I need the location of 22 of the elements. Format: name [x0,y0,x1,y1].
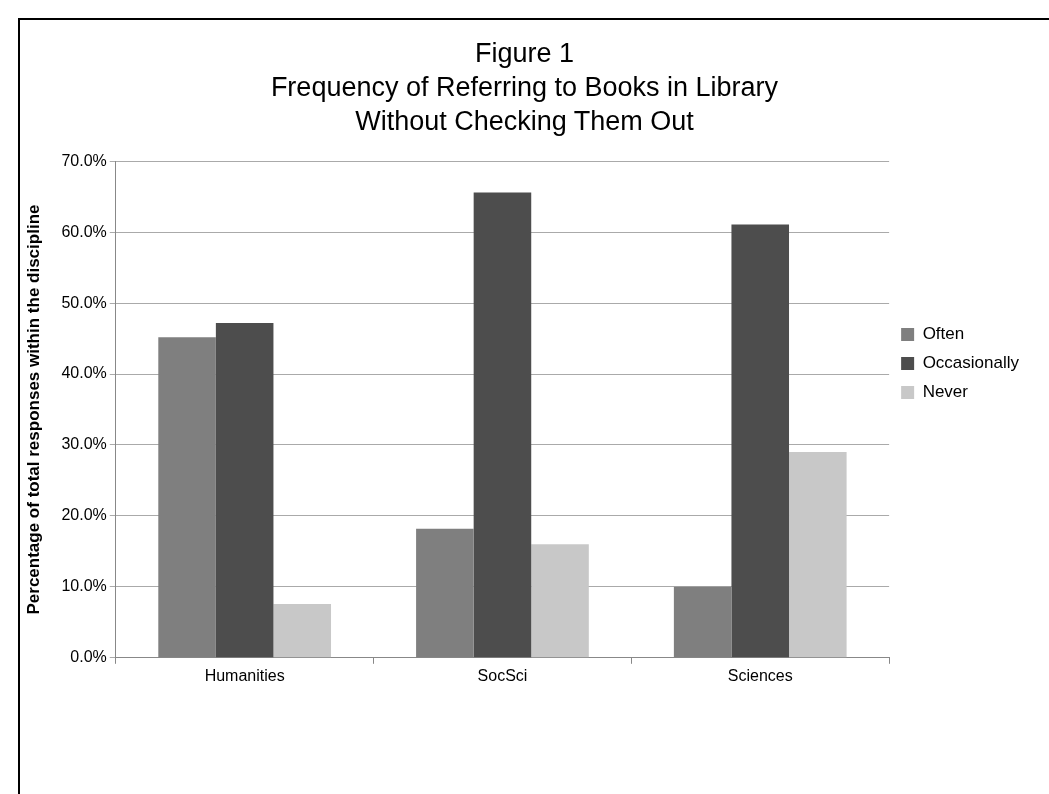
y-tick-label: 50.0% [61,293,107,311]
bar [215,322,274,658]
legend-label: Occasionally [922,353,1020,373]
x-tick-label: Sciences [727,666,793,684]
y-tick-label: 70.0% [61,151,107,169]
bar [531,544,589,658]
y-tick-label: 60.0% [61,222,107,240]
bar [789,452,847,658]
y-tick-label: 30.0% [61,435,107,453]
y-tick-label: 0.0% [70,648,107,666]
bar [731,224,790,658]
y-axis-title: Percentage of total responses within the discipline [23,204,43,615]
x-tick-label: SocSci [477,666,528,684]
bar [473,192,532,658]
legend-label: Often [922,324,965,344]
y-tick-label: 40.0% [61,364,107,382]
chart-title: Figure 1 Frequency of Referring to Books in Library Without Checking Them Out [270,38,779,136]
legend-label: Never [922,382,969,402]
y-tick-label: 20.0% [61,506,107,524]
x-tick-label: Humanities [204,666,285,684]
bar [273,603,332,658]
y-tick-label: 10.0% [61,577,107,595]
